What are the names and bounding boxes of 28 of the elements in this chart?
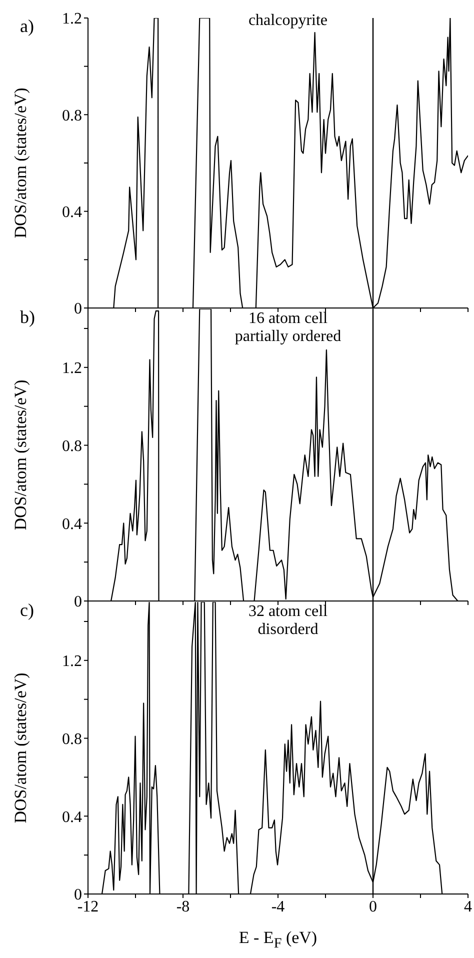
- x-axis-title: E - E$_{F}$ (eV): [238, 928, 318, 952]
- y-tick-label: 0: [74, 300, 82, 318]
- y-tick-label: 0.8: [62, 107, 82, 124]
- x-tick-label: -4: [271, 898, 285, 916]
- annotation: 32 atom cell: [247, 603, 329, 621]
- annotation: 16 atom cell: [247, 310, 329, 328]
- annotation: partially ordered: [234, 328, 342, 346]
- y-axis-title: DOS/atom (states/eV): [11, 672, 30, 824]
- annotation: chalcopyrite: [247, 12, 329, 30]
- x-tick-label: 4: [464, 898, 472, 916]
- text: c): [20, 600, 34, 621]
- x-tick-label: -8: [176, 898, 190, 916]
- y-tick-label: 1.2: [62, 360, 82, 378]
- y-tick-label: 1.2: [62, 653, 82, 670]
- y-tick-label: 0.4: [62, 516, 82, 533]
- y-tick-label: 0: [74, 594, 82, 611]
- y-tick-label: 0: [74, 886, 82, 904]
- x-tick-label: 0: [369, 898, 377, 916]
- y-tick-label: 0.4: [62, 204, 82, 222]
- text: a): [20, 16, 34, 37]
- text: b): [20, 307, 35, 328]
- y-axis-title: DOS/atom (states/eV): [11, 380, 30, 530]
- y-tick-label: 0.8: [62, 438, 82, 455]
- y-tick-label: 0.4: [62, 808, 82, 826]
- y-tick-label: 1.2: [62, 10, 82, 28]
- annotation: disorderd: [256, 621, 320, 639]
- y-tick-label: 0.8: [62, 730, 82, 748]
- y-axis-title: DOS/atom (states/eV): [11, 88, 30, 238]
